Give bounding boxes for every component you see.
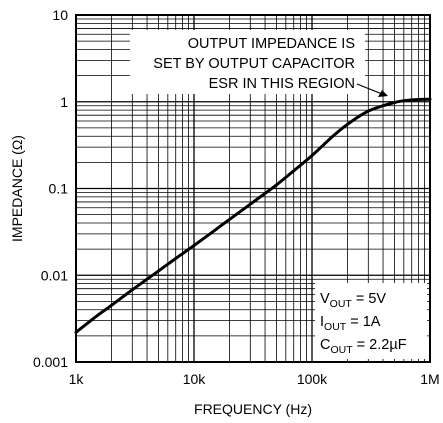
y-axis-label: IMPEDANCE (Ω) [9,135,25,242]
condition-vout-symbol: V [320,291,330,307]
condition-vout-value: = 5V [352,291,387,307]
condition-iout-value: = 1A [346,314,381,330]
x-tick-labels: 1k 10k 100k 1M [69,371,440,387]
condition-vout-subscript: OUT [330,298,353,310]
condition-cout-subscript: OUT [330,344,353,356]
region-annotation-box: OUTPUT IMPEDANCE IS SET BY OUTPUT CAPACI… [130,30,365,94]
y-tick-label: 0.01 [41,267,68,283]
condition-vout: VOUT = 5V [320,291,386,310]
x-tick-label: 100k [297,371,328,387]
region-annotation-background [130,30,365,94]
condition-iout: IOUT = 1A [320,314,381,333]
y-tick-label: 1 [60,94,68,110]
impedance-series-line [74,97,432,334]
condition-cout: COUT = 2.2µF [320,337,407,356]
y-tick-label: 0.001 [33,354,68,370]
annotation-arrow-line [356,83,383,95]
plot-frame [75,14,431,363]
x-tick-label: 1k [69,371,85,387]
condition-cout-value: = 2.2µF [353,337,407,353]
y-tick-label: 0.1 [49,181,69,197]
region-annotation-line-1: OUTPUT IMPEDANCE IS [188,36,355,52]
x-tick-label: 1M [420,371,439,387]
condition-iout-subscript: OUT [324,321,347,333]
region-annotation-line-3: ESR IN THIS REGION [209,76,355,92]
conditions-background [315,283,427,359]
condition-cout-symbol: C [320,337,330,353]
y-tick-labels: 10 1 0.1 0.01 0.001 [33,7,68,370]
annotation-arrow-head [378,90,388,97]
region-annotation-line-2: SET BY OUTPUT CAPACITOR [153,56,355,72]
conditions-box: VOUT = 5V IOUT = 1A COUT = 2.2µF [315,283,427,359]
x-tick-label: 10k [183,371,207,387]
y-tick-label: 10 [52,7,68,23]
x-axis-label: FREQUENCY (Hz) [194,401,312,417]
condition-iout-symbol: I [320,314,324,330]
